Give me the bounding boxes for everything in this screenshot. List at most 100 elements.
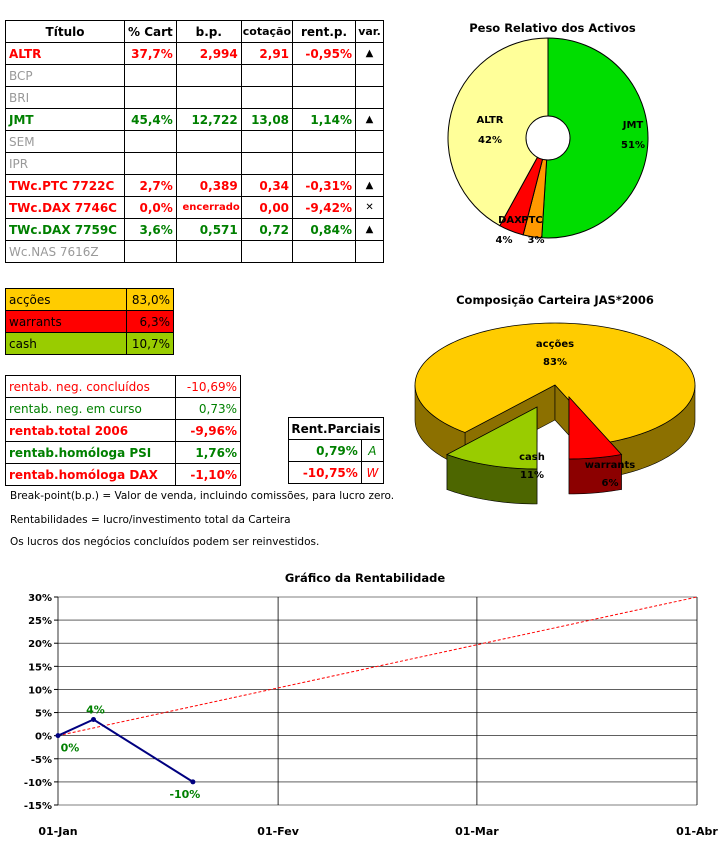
- x-tick-label: 01-Jan: [38, 825, 77, 838]
- y-tick-label: -15%: [24, 801, 52, 812]
- pie-slice-warrants: [568, 395, 623, 460]
- holding-bp: 0,389: [175, 174, 242, 197]
- returns-table: rentab. neg. concluídos -10,69% rentab. ne…: [5, 375, 241, 486]
- holding-cart: [124, 86, 177, 109]
- holding-cotacao: [240, 64, 294, 87]
- holding-rent: -0,95%: [292, 42, 357, 65]
- holding-cart: [124, 152, 177, 175]
- holding-name: JMT: [5, 108, 125, 131]
- variation-icon: [355, 152, 384, 175]
- allocation-row: warrants 6,3%: [5, 310, 174, 333]
- return-label: rentab.total 2006: [5, 419, 176, 442]
- return-label: rentab. neg. concluídos: [5, 375, 176, 398]
- holding-rent: [292, 240, 357, 263]
- holding-row: TWc.DAX 7759C 3,6% 0,571 0,72 0,84% ▲: [5, 218, 384, 241]
- pie-slice-cash: [446, 406, 538, 470]
- holding-cart: 37,7%: [124, 42, 177, 65]
- holding-rent: [292, 152, 357, 175]
- pie3d-value: 6%: [602, 478, 619, 489]
- holding-row: TWc.PTC 7722C 2,7% 0,389 0,34 -0,31% ▲: [5, 174, 384, 197]
- holding-cart: 2,7%: [124, 174, 177, 197]
- holding-bp: [175, 240, 242, 263]
- x-tick-label: 01-Fev: [257, 825, 299, 838]
- holding-rent: [292, 86, 357, 109]
- holding-name: BCP: [5, 64, 125, 87]
- holding-cotacao: [240, 240, 294, 263]
- return-value: 0,73%: [175, 397, 241, 420]
- holding-cart: 45,4%: [124, 108, 177, 131]
- holding-cotacao: [240, 86, 294, 109]
- holding-bp: [175, 64, 242, 87]
- variation-icon: ▲: [355, 218, 384, 241]
- partial-title: Rent.Parciais: [288, 417, 384, 440]
- y-tick-label: 5%: [35, 709, 52, 720]
- data-label: 0%: [61, 742, 80, 755]
- x-tick-label: 01-Abr: [676, 825, 718, 838]
- variation-icon: [355, 86, 384, 109]
- note-lucros: Os lucros dos negócios concluídos podem …: [10, 536, 320, 548]
- holding-bp: 0,571: [175, 218, 242, 241]
- header-var: var.: [355, 20, 384, 43]
- note-breakpoint: Break-point(b.p.) = Valor de venda, incl…: [10, 490, 395, 502]
- partial-returns-table: Rent.Parciais 0,79% A -10,75% W: [288, 417, 385, 484]
- return-value: 1,76%: [175, 441, 241, 464]
- pie-slice-accoes: [414, 322, 696, 443]
- data-label: -10%: [169, 788, 200, 801]
- pie3d-value: 11%: [520, 470, 544, 481]
- holding-rent: [292, 130, 357, 153]
- allocation-row: cash 10,7%: [5, 332, 174, 355]
- holding-bp: 2,994: [175, 42, 242, 65]
- pie-value-altr: 42%: [478, 135, 502, 146]
- return-row: rentab.homóloga DAX -1,10%: [5, 463, 241, 486]
- holding-rent: [292, 64, 357, 87]
- return-value: -10,69%: [175, 375, 241, 398]
- allocation-label: cash: [5, 332, 127, 355]
- holding-name: SEM: [5, 130, 125, 153]
- return-label: rentab.homóloga PSI: [5, 441, 176, 464]
- variation-icon: [355, 64, 384, 87]
- pie-label-altr: ALTR: [477, 115, 504, 126]
- variation-icon: ✕: [355, 196, 384, 219]
- holding-bp: encerrado: [175, 196, 242, 219]
- portfolio-composition-pie-chart: acções 83% warrants 6% cash 11%: [414, 322, 696, 505]
- holding-cotacao: [240, 130, 294, 153]
- partial-tag: A: [360, 439, 385, 462]
- note-rentabilidades: Rentabilidades = lucro/investimento tota…: [10, 514, 291, 526]
- holding-cotacao: [240, 152, 294, 175]
- holding-name: ALTR: [5, 42, 125, 65]
- holding-row: BRI: [5, 86, 384, 109]
- pie1-title: Peso Relativo dos Activos: [469, 21, 636, 35]
- holding-cotacao: 0,00: [240, 196, 294, 219]
- y-tick-label: -5%: [31, 755, 52, 766]
- holding-cotacao: 0,34: [240, 174, 294, 197]
- holding-name: Wc.NAS 7616Z: [5, 240, 125, 263]
- holding-cart: 3,6%: [124, 218, 177, 241]
- partial-row: -10,75% W: [288, 461, 385, 484]
- header-titulo: Título: [5, 20, 125, 43]
- y-tick-label: 0%: [35, 732, 52, 743]
- data-point: [55, 733, 61, 739]
- variation-icon: [355, 240, 384, 263]
- return-row: rentab. neg. concluídos -10,69%: [5, 375, 241, 398]
- holding-cotacao: 0,72: [240, 218, 294, 241]
- y-tick-label: 25%: [28, 616, 52, 627]
- partial-tag: W: [360, 461, 385, 484]
- allocation-label: warrants: [5, 310, 127, 333]
- partial-value: 0,79%: [288, 439, 362, 462]
- holding-cart: 0,0%: [124, 196, 177, 219]
- pie-value-dax: 4%: [496, 235, 513, 246]
- donut-hole: [525, 115, 571, 161]
- holding-name: TWc.DAX 7746C: [5, 196, 125, 219]
- allocation-value: 6,3%: [126, 310, 174, 333]
- partial-value: -10,75%: [288, 461, 362, 484]
- holding-bp: [175, 86, 242, 109]
- header-cart: % Cart: [124, 20, 177, 43]
- pie-value-jmt: 51%: [621, 140, 645, 151]
- pie2-title: Composição Carteira JAS*2006: [456, 293, 654, 307]
- variation-icon: ▲: [355, 42, 384, 65]
- variation-icon: ▲: [355, 174, 384, 197]
- holdings-table: Título % Cart b.p. cotação rent.p. var. …: [5, 20, 384, 263]
- allocation-value: 10,7%: [126, 332, 174, 355]
- holding-row: SEM: [5, 130, 384, 153]
- y-tick-label: 15%: [28, 662, 52, 673]
